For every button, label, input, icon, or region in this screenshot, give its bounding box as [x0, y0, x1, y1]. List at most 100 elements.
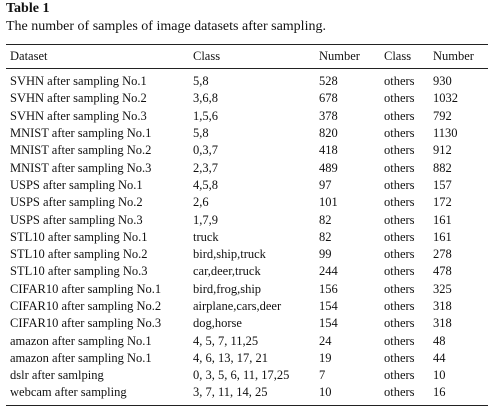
- table-cell: others: [380, 384, 429, 406]
- table-cell: others: [384, 177, 415, 192]
- table-cell: 820: [319, 126, 338, 141]
- table-cell: 418: [319, 143, 338, 158]
- data-table: Dataset Class Number Class Number SVHN after…: [6, 44, 488, 406]
- table-row: SVHN after sampling No.3 1,5,6 378 others 79…: [6, 108, 488, 125]
- table-row: MNIST after sampling No.3 2,3,7 489 others 8…: [6, 159, 488, 176]
- table-cell: STL10 after sampling No.2: [10, 247, 148, 262]
- table-row: STL10 after sampling No.2 bird,ship,truck…: [6, 246, 488, 263]
- header-cell: Class: [380, 44, 429, 69]
- table-cell: 4, 6, 13, 17, 21: [193, 350, 268, 365]
- table-cell: dslr after samlping: [10, 368, 104, 383]
- table-cell: 930: [433, 74, 452, 89]
- table-cell: 2,6: [193, 195, 209, 210]
- table-cell: amazon after sampling No.1: [10, 333, 152, 348]
- header-cell: Number: [429, 44, 488, 69]
- header-cell: Dataset: [6, 44, 189, 69]
- table-cell: 3,6,8: [193, 91, 218, 106]
- table-cell: 82: [319, 229, 332, 244]
- table-cell: MNIST after sampling No.2: [10, 143, 152, 158]
- table-cell: airplane,cars,deer: [193, 299, 282, 313]
- table-cell: 157: [433, 177, 452, 192]
- table-cell: webcam after sampling: [6, 384, 189, 406]
- table-row: CIFAR10 after sampling No.2 airplane,cars…: [6, 298, 488, 315]
- table-cell: 16: [429, 384, 488, 406]
- table-row: MNIST after sampling No.2 0,3,7 418 others 9…: [6, 142, 488, 159]
- table-row: dslr after samlping 0, 3, 5, 6, 11, 17,25…: [6, 367, 488, 384]
- table-row: USPS after sampling No.1 4,5,8 97 others 157: [6, 177, 488, 194]
- table-cell: 82: [319, 212, 332, 227]
- table-cell: others: [384, 350, 415, 365]
- table-cell: 912: [433, 143, 452, 158]
- table-cell: 4,5,8: [193, 177, 218, 192]
- table-cell: others: [384, 160, 415, 175]
- table-cell: 2,3,7: [193, 160, 218, 175]
- table-cell: 44: [433, 350, 446, 365]
- table-cell: 882: [433, 160, 452, 175]
- table-cell: others: [384, 333, 415, 348]
- table-cell: 528: [319, 74, 338, 89]
- table-cell: 1,5,6: [193, 108, 218, 123]
- table-cell: MNIST after sampling No.3: [10, 160, 152, 175]
- table-cell: 10: [433, 368, 446, 383]
- table-cell: others: [384, 281, 415, 296]
- table-cell: 5,8: [193, 74, 209, 89]
- table-cell: 154: [319, 316, 338, 331]
- table-cell: SVHN after sampling No.1: [10, 74, 147, 89]
- table-cell: 48: [433, 333, 446, 348]
- table-cell: 10: [315, 384, 380, 406]
- table-cell: 101: [319, 195, 338, 210]
- table-cell: 97: [319, 177, 332, 192]
- table-cell: 4, 5, 7, 11,25: [193, 333, 259, 348]
- table-row: webcam after sampling 3, 7, 11, 14, 25 10 o…: [6, 384, 488, 406]
- table-cell: 161: [433, 229, 452, 244]
- table-cell: MNIST after sampling No.1: [10, 126, 152, 141]
- table-cell: others: [384, 143, 415, 158]
- table-cell: 154: [319, 299, 338, 313]
- table-title: Table 1: [6, 1, 50, 16]
- table-cell: 99: [319, 247, 332, 262]
- table-cell: STL10 after sampling No.1: [10, 229, 148, 244]
- table-cell: USPS after sampling No.2: [10, 195, 143, 210]
- table-row: CIFAR10 after sampling No.1 bird,frog,shi…: [6, 281, 488, 298]
- table-cell: others: [384, 368, 415, 383]
- table-cell: STL10 after sampling No.3: [10, 264, 148, 279]
- table-row: USPS after sampling No.2 2,6 101 others 172: [6, 194, 488, 211]
- header-row: Dataset Class Number Class Number: [6, 44, 488, 69]
- table-cell: truck: [193, 229, 219, 244]
- table-cell: bird,ship,truck: [193, 247, 266, 262]
- table-cell: 1032: [433, 91, 458, 106]
- table-cell: 244: [319, 264, 338, 279]
- table-cell: CIFAR10 after sampling No.3: [10, 316, 162, 331]
- table-cell: car,deer,truck: [193, 264, 261, 279]
- table-cell: 1,7,9: [193, 212, 218, 227]
- table-cell: 0, 3, 5, 6, 11, 17,25: [193, 368, 290, 383]
- table-cell: others: [384, 299, 415, 313]
- table-cell: CIFAR10 after sampling No.2: [10, 299, 162, 313]
- table-row: MNIST after sampling No.1 5,8 820 others 113…: [6, 125, 488, 142]
- table-cell: 172: [433, 195, 452, 210]
- table-cell: 1130: [433, 126, 458, 141]
- table-cell: USPS after sampling No.3: [10, 212, 143, 227]
- table-cell: others: [384, 195, 415, 210]
- table-cell: 478: [433, 264, 452, 279]
- table-row: STL10 after sampling No.1 truck 82 others 16…: [6, 229, 488, 246]
- table-cell: others: [384, 247, 415, 262]
- table-cell: 161: [433, 212, 452, 227]
- table-cell: 3, 7, 11, 14, 25: [189, 384, 315, 406]
- table-cell: others: [384, 126, 415, 141]
- table-cell: 678: [319, 91, 338, 106]
- table-cell: others: [384, 264, 415, 279]
- header-cell: Class: [189, 44, 315, 69]
- table-cell: 318: [433, 299, 452, 313]
- table-cell: USPS after sampling No.1: [10, 177, 143, 192]
- table-cell: SVHN after sampling No.3: [10, 108, 147, 123]
- table-cell: amazon after sampling No.1: [10, 350, 152, 365]
- table-cell: 7: [319, 368, 326, 383]
- table-cell: bird,frog,ship: [193, 281, 262, 296]
- table-cell: SVHN after sampling No.2: [10, 91, 147, 106]
- table-cell: 489: [319, 160, 338, 175]
- table-cell: 156: [319, 281, 338, 296]
- table-row: SVHN after sampling No.2 3,6,8 678 others 10…: [6, 90, 488, 107]
- table-cell: others: [384, 212, 415, 227]
